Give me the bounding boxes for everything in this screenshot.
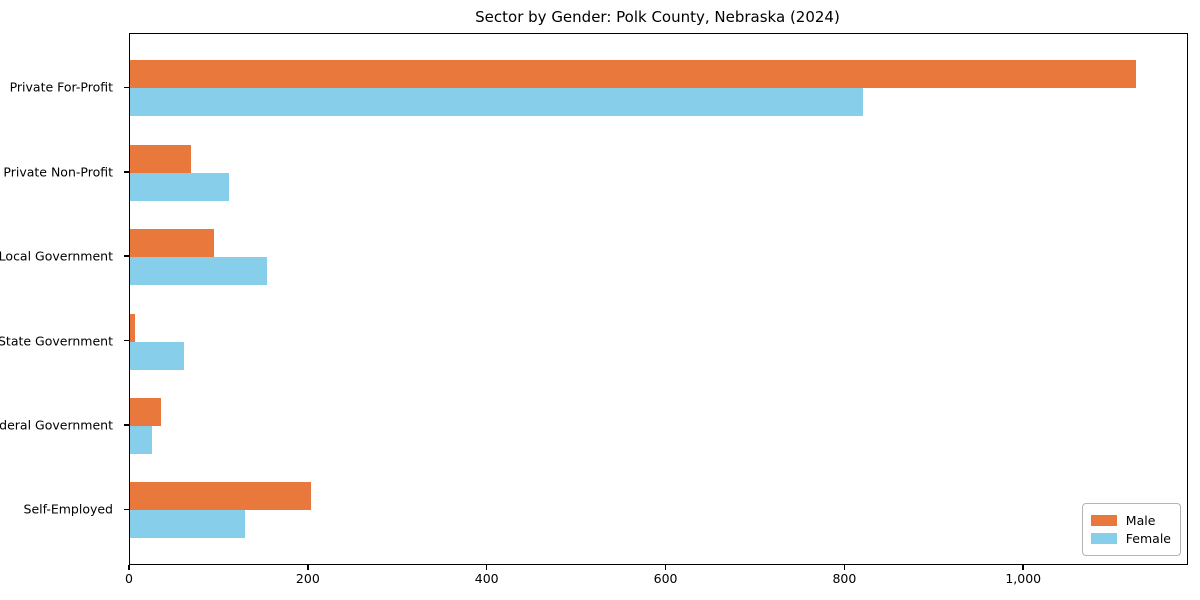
y-tick-label-local-government: Local Government bbox=[0, 248, 113, 264]
chart-title: Sector by Gender: Polk County, Nebraska … bbox=[475, 8, 840, 26]
x-tick-800 bbox=[843, 564, 846, 570]
legend-item-female: Female bbox=[1090, 531, 1171, 546]
bar-female-private-non-profit bbox=[130, 172, 230, 201]
bar-male-private-non-profit bbox=[130, 144, 191, 173]
y-tick-label-self-employed: Self-Employed bbox=[23, 501, 113, 517]
y-tick-label-federal-government: Federal Government bbox=[0, 417, 113, 433]
plot-area bbox=[129, 33, 1188, 565]
bar-female-local-government bbox=[130, 257, 267, 286]
x-tick-0 bbox=[128, 564, 130, 570]
x-tick-label-1000: 1,000 bbox=[1005, 571, 1042, 586]
legend-label-female: Female bbox=[1125, 531, 1171, 546]
bar-female-private-for-profit bbox=[130, 88, 864, 117]
x-tick-400 bbox=[485, 564, 488, 570]
x-tick-label-0: 0 bbox=[125, 571, 133, 586]
bar-male-private-for-profit bbox=[130, 60, 1136, 89]
y-tick-label-private-non-profit: Private Non-Profit bbox=[3, 164, 113, 180]
y-tick-private-non-profit bbox=[124, 171, 129, 173]
bar-male-state-government bbox=[130, 313, 135, 342]
y-tick-self-employed bbox=[124, 508, 129, 511]
legend-label-male: Male bbox=[1125, 513, 1156, 528]
x-tick-200 bbox=[307, 564, 309, 570]
x-tick-600 bbox=[664, 564, 667, 570]
x-tick-label-600: 600 bbox=[653, 571, 678, 586]
bar-male-federal-government bbox=[130, 398, 162, 426]
bar-male-local-government bbox=[130, 229, 215, 258]
bar-female-self-employed bbox=[130, 510, 245, 539]
y-tick-state-government bbox=[124, 339, 129, 342]
legend-swatch-female bbox=[1090, 533, 1117, 544]
legend: Male Female bbox=[1081, 503, 1181, 556]
x-tick-label-400: 400 bbox=[474, 571, 499, 586]
bar-male-self-employed bbox=[130, 482, 311, 511]
legend-item-male: Male bbox=[1090, 513, 1171, 528]
bar-female-state-government bbox=[130, 341, 184, 370]
bar-female-federal-government bbox=[130, 426, 152, 454]
x-tick-label-200: 200 bbox=[295, 571, 320, 586]
y-tick-label-state-government: State Government bbox=[0, 333, 113, 349]
legend-swatch-male bbox=[1090, 515, 1117, 526]
x-tick-1000 bbox=[1022, 564, 1024, 570]
y-tick-federal-government bbox=[124, 424, 129, 426]
y-tick-label-private-for-profit: Private For-Profit bbox=[9, 79, 113, 95]
y-tick-private-for-profit bbox=[124, 86, 129, 89]
y-tick-local-government bbox=[124, 255, 129, 257]
x-tick-label-800: 800 bbox=[832, 571, 857, 586]
